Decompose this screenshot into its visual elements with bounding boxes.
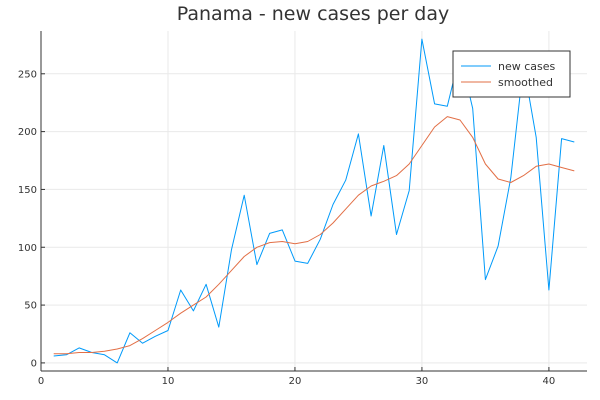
series-lines (53, 38, 575, 364)
y-tick-label: 0 (31, 358, 37, 369)
y-tick-label: 250 (18, 69, 37, 80)
legend-label: smoothed (498, 76, 553, 89)
y-tick-label: 150 (18, 185, 37, 196)
x-tick-label: 10 (162, 376, 175, 387)
x-axis-ticks: 0 10 20 30 40 (38, 367, 555, 387)
y-tick-label: 100 (18, 243, 37, 254)
x-tick-label: 0 (38, 376, 44, 387)
legend: new cases smoothed (452, 50, 571, 98)
x-tick-label: 40 (543, 376, 556, 387)
chart-title: Panama - new cases per day (177, 3, 450, 25)
grid-lines (40, 31, 587, 371)
y-axis-ticks: 0 50 100 150 200 250 (18, 69, 45, 369)
axes (40, 31, 587, 372)
series-line-new-cases (53, 38, 575, 364)
y-tick-label: 50 (24, 301, 37, 312)
y-tick-label: 200 (18, 127, 37, 138)
series-line-smoothed (53, 116, 575, 355)
x-tick-label: 20 (289, 376, 302, 387)
x-tick-label: 30 (416, 376, 429, 387)
legend-box (452, 50, 571, 98)
legend-label: new cases (498, 60, 556, 73)
